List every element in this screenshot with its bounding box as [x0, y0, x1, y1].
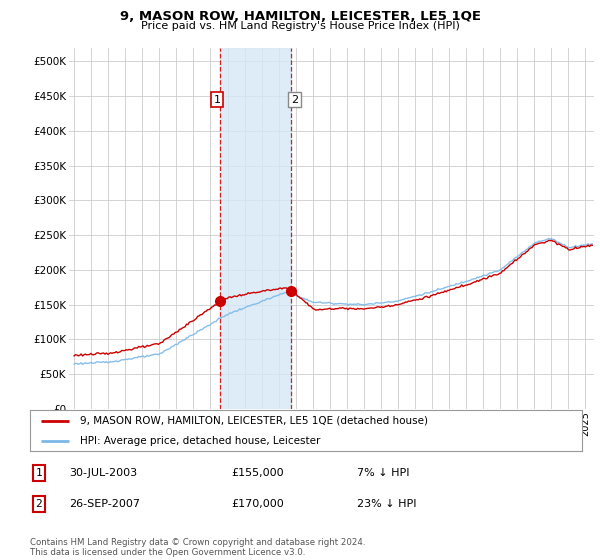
Text: 30-JUL-2003: 30-JUL-2003 [69, 468, 137, 478]
Bar [220, 48, 291, 409]
Text: Contains HM Land Registry data © Crown copyright and database right 2024.
This d: Contains HM Land Registry data © Crown c… [30, 538, 365, 557]
Text: HPI: Average price, detached house, Leicester: HPI: Average price, detached house, Leic… [80, 436, 320, 446]
Text: 23% ↓ HPI: 23% ↓ HPI [357, 499, 416, 509]
Text: 9, MASON ROW, HAMILTON, LEICESTER, LE5 1QE: 9, MASON ROW, HAMILTON, LEICESTER, LE5 1… [119, 10, 481, 23]
Text: 9, MASON ROW, HAMILTON, LEICESTER, LE5 1QE (detached house): 9, MASON ROW, HAMILTON, LEICESTER, LE5 1… [80, 416, 428, 426]
Text: Price paid vs. HM Land Registry's House Price Index (HPI): Price paid vs. HM Land Registry's House … [140, 21, 460, 31]
Text: 7% ↓ HPI: 7% ↓ HPI [357, 468, 409, 478]
Text: £170,000: £170,000 [231, 499, 284, 509]
Text: 2: 2 [35, 499, 43, 509]
Text: 2: 2 [291, 95, 298, 105]
Text: 26-SEP-2007: 26-SEP-2007 [69, 499, 140, 509]
Text: £155,000: £155,000 [231, 468, 284, 478]
Text: 1: 1 [214, 95, 220, 105]
Text: 1: 1 [35, 468, 43, 478]
